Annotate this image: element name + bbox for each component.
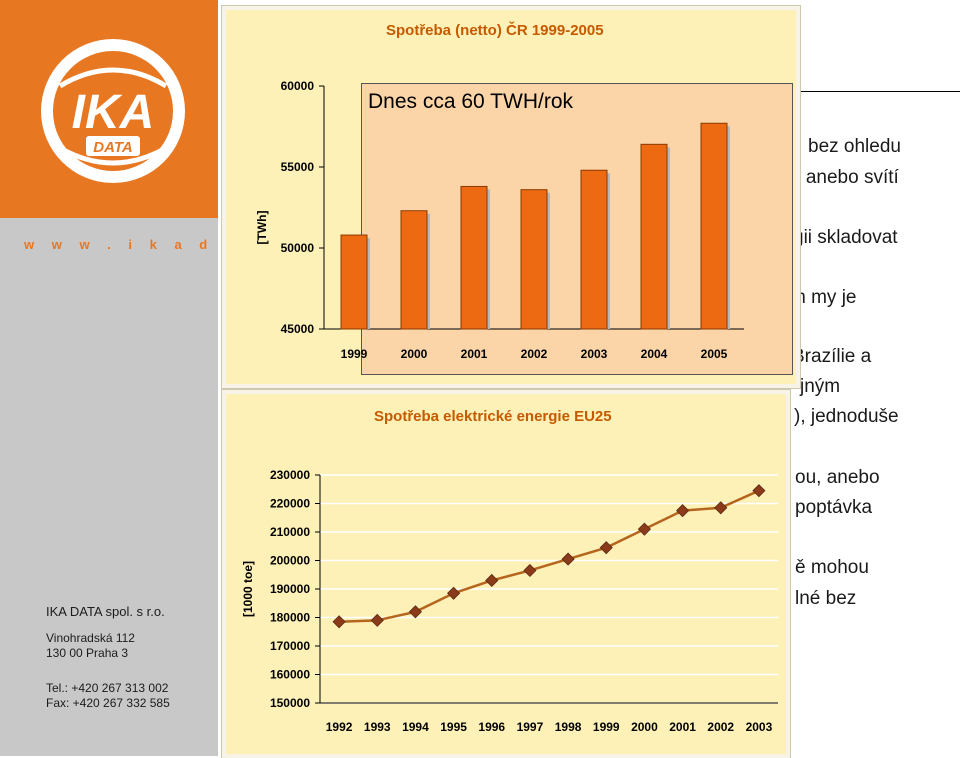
slide-text-line: ), jednoduše <box>794 406 899 427</box>
y-axis-label: [1000 toe] <box>241 561 255 617</box>
data-point <box>752 484 766 498</box>
x-tick-label: 1998 <box>555 720 582 734</box>
y-tick-label: 170000 <box>270 639 310 653</box>
y-tick-label: 160000 <box>270 668 310 682</box>
slide-text-line: Brazílie a <box>792 346 872 367</box>
data-point <box>370 613 384 627</box>
x-tick-label: 2003 <box>581 347 608 361</box>
line-chart-panel: Spotřeba elektrické energie EU25 150000 1… <box>222 390 790 758</box>
data-point <box>676 504 690 518</box>
chart-title: Spotřeba elektrické energie EU25 <box>374 408 612 425</box>
x-tick-label: 2003 <box>746 720 773 734</box>
x-tick-label: 1994 <box>402 720 429 734</box>
data-point <box>332 615 346 629</box>
y-tick-label: 45000 <box>281 322 315 336</box>
y-tick-label: 50000 <box>281 241 315 255</box>
slide-text-line: m my je <box>790 287 857 308</box>
slide-title-underline <box>795 91 960 92</box>
address-street: Vinohradská 112 <box>46 631 135 645</box>
data-point <box>485 573 499 588</box>
x-tick-label: 1992 <box>326 720 353 734</box>
address-city: 130 00 Praha 3 <box>46 646 129 660</box>
slide-text-line: gii skladovat <box>793 227 898 248</box>
y-tick-label: 60000 <box>281 79 315 93</box>
logo-subtext: DATA <box>93 139 132 156</box>
bar <box>700 122 728 330</box>
y-tick-label: 230000 <box>270 468 310 482</box>
data-point <box>599 541 613 555</box>
y-tick-label: 210000 <box>270 525 310 539</box>
x-tick-label: 1996 <box>478 720 505 734</box>
chart-title: Spotřeba (netto) ČR 1999-2005 <box>386 22 604 39</box>
x-tick-label: 2001 <box>669 720 696 734</box>
slide-text-line: jným <box>800 376 841 397</box>
x-tick-label: 2000 <box>401 347 428 361</box>
logo-text: IKA <box>72 86 155 139</box>
data-point <box>561 552 575 566</box>
ika-data-logo-icon: IKA DATA <box>41 39 185 183</box>
x-tick-label: 2004 <box>641 347 668 361</box>
sidebar-brand-panel: IKA DATA <box>0 0 218 218</box>
line-chart: 150000 160000 170000 180000 190000 200000 2100… <box>241 468 778 734</box>
company-name: IKA DATA spol. s r.o. <box>46 604 165 619</box>
data-point <box>447 586 461 600</box>
data-point <box>714 501 728 515</box>
slide-text-line: poptávka <box>795 497 873 518</box>
x-tick-label: 2002 <box>521 347 548 361</box>
company-address: Vinohradská 112 130 00 Praha 3 <box>46 631 135 661</box>
slide-text-line: ě mohou <box>795 557 869 578</box>
bar-chart: 45000 50000 55000 60000 [TWh] 1999 2000 2001 200… <box>255 79 744 361</box>
x-tick-label: 1999 <box>341 347 368 361</box>
slide-text-line: bez ohledu <box>808 136 901 157</box>
x-tick-label: 1993 <box>364 720 391 734</box>
company-contact: Tel.: +420 267 313 002 Fax: +420 267 332… <box>46 681 170 711</box>
bar-chart-panel: Spotřeba (netto) ČR 1999-2005 45000 50000… <box>222 6 800 388</box>
y-tick-label: 190000 <box>270 582 310 596</box>
slide-text-line: ou, anebo <box>795 467 880 488</box>
bar <box>640 143 668 330</box>
slide-text-line: lné bez <box>795 588 857 609</box>
x-tick-label: 2002 <box>707 720 734 734</box>
bar <box>520 189 548 330</box>
sidebar-info-panel: IKA DATA spol. s r.o. Vinohradská 112 13… <box>0 218 218 756</box>
data-point <box>408 605 422 619</box>
bar <box>580 169 608 330</box>
y-tick-label: 180000 <box>270 611 310 625</box>
x-tick-label: 2001 <box>461 347 488 361</box>
x-tick-label: 1999 <box>593 720 620 734</box>
data-point <box>523 563 537 578</box>
x-tick-label: 1997 <box>517 720 544 734</box>
bar <box>340 234 368 330</box>
x-tick-label: 1995 <box>440 720 467 734</box>
bar <box>400 210 428 330</box>
y-tick-label: 150000 <box>270 696 310 710</box>
y-axis-label: [TWh] <box>255 211 269 245</box>
data-point <box>637 522 651 536</box>
phone-number: Tel.: +420 267 313 002 <box>46 681 169 695</box>
fax-number: Fax: +420 267 332 585 <box>46 696 170 710</box>
y-tick-label: 220000 <box>270 497 310 511</box>
y-tick-label: 200000 <box>270 554 310 568</box>
x-tick-label: 2000 <box>631 720 658 734</box>
slide-text-line: e anebo svítí <box>790 167 899 188</box>
bar <box>460 185 488 330</box>
chart-note: Dnes cca 60 TWH/rok <box>368 90 574 113</box>
x-tick-label: 2005 <box>701 347 728 361</box>
y-tick-label: 55000 <box>281 160 315 174</box>
series-line <box>339 489 760 624</box>
